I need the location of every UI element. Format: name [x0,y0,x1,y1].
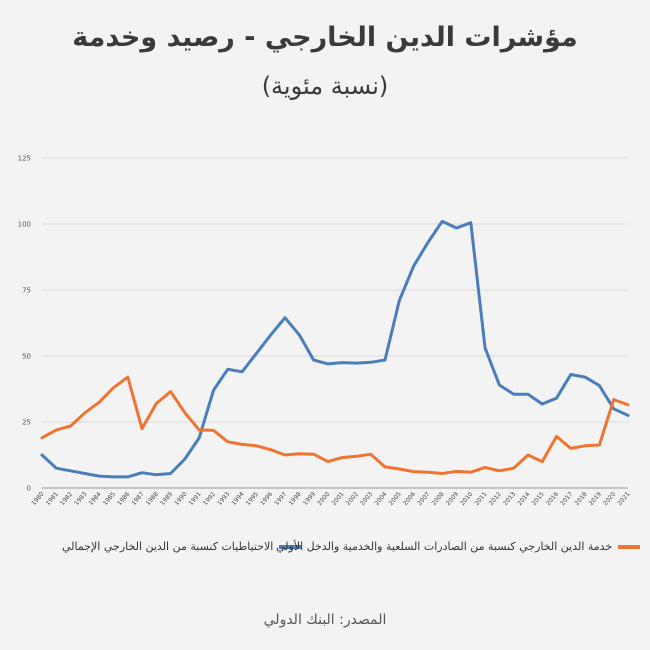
x-tick-label: 1981 [45,491,60,507]
x-tick-label: 2019 [588,491,603,507]
y-tick-label: 100 [18,221,31,229]
x-tick-label: 1999 [302,491,317,507]
x-tick-label: 2003 [359,491,374,507]
x-tick-label: 2015 [531,491,546,507]
x-tick-label: 2016 [545,491,560,507]
chart-title: مؤشرات الدين الخارجي - رصيد وخدمة [72,22,578,53]
x-tick-label: 1984 [88,491,103,507]
x-tick-label: 1988 [145,491,160,507]
x-tick-label: 2005 [388,491,403,507]
x-tick-label: 2010 [459,491,474,507]
legend-item-debt-service: خدمة الدين الخارجي كنسبة من الصادرات الس… [276,540,641,553]
legend-item-reserves: الاحتياطيات كنسبة من الدين الخارجي الإجم… [62,540,302,553]
source-note: المصدر: البنك الدولي [263,612,387,628]
x-tick-label: 2009 [445,491,460,507]
x-tick-label: 2007 [416,491,431,507]
series-line-debt-service [40,375,630,475]
x-tick-label: 1990 [173,491,188,507]
legend-swatch-reserves [279,544,302,549]
x-tick-label: 2006 [402,491,417,507]
legend-label-debt-service: خدمة الدين الخارجي كنسبة من الصادرات الس… [276,540,613,553]
chart-subtitle: (نسبة مئوية) [261,72,389,100]
series-lines [40,219,630,479]
x-tick-label: 1994 [230,491,245,507]
x-tick-label: 2021 [616,491,631,507]
x-tick-label: 2013 [502,491,517,507]
x-tick-label: 1987 [130,491,145,507]
legend-swatch-debt-service [618,544,641,549]
x-tick-label: 2020 [602,491,617,507]
grid-lines [42,157,628,489]
x-tick-label: 2012 [488,491,503,507]
y-tick-label: 75 [22,287,31,295]
x-tick-label: 2011 [473,491,488,507]
x-tick-label: 2008 [431,491,446,507]
series-line-reserves [40,219,630,479]
x-tick-label: 2014 [516,491,531,507]
x-tick-label: 2004 [373,491,388,507]
x-tick-label: 1991 [188,491,203,507]
y-tick-label: 125 [18,155,31,163]
legend-label-reserves: الاحتياطيات كنسبة من الدين الخارجي الإجم… [62,540,274,553]
x-tick-label: 2001 [330,491,345,507]
x-tick-label: 1995 [245,491,260,507]
x-tick-label: 1983 [73,491,88,507]
x-tick-label: 1992 [202,491,217,507]
x-tick-label: 2018 [573,491,588,507]
x-tick-label: 2000 [316,491,331,507]
x-tick-label: 1985 [102,491,117,507]
x-tick-label: 1996 [259,491,274,507]
x-tick-label: 1986 [116,491,131,507]
x-tick-label: 1980 [30,491,45,507]
x-tick-label: 2002 [345,491,360,507]
x-tick-label: 1997 [273,491,288,507]
x-tick-label: 1998 [288,491,303,507]
x-tick-labels: 1980 1981 1982 1983 1984 1985 1986 1987 1988 1989… [30,491,631,507]
x-tick-label: 1982 [59,491,74,507]
y-tick-label: 0 [27,485,31,493]
y-tick-label: 50 [22,353,31,361]
x-tick-label: 1989 [159,491,174,507]
y-tick-label: 25 [22,419,31,427]
x-tick-label: 2017 [559,491,574,507]
x-tick-label: 1993 [216,491,231,507]
y-tick-labels: 0 25 50 75 100 125 [18,155,31,493]
